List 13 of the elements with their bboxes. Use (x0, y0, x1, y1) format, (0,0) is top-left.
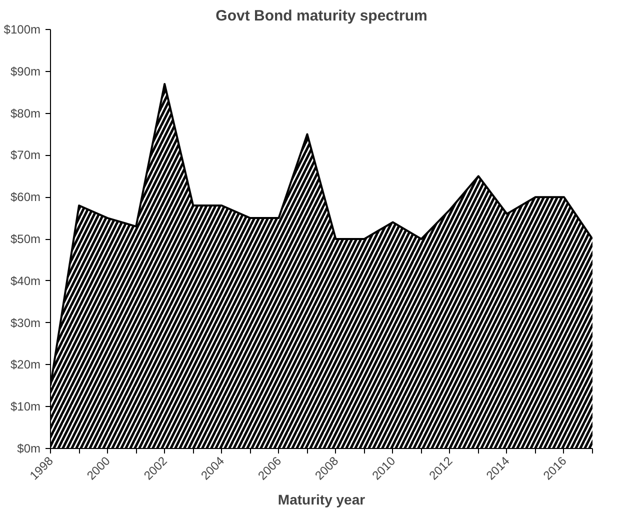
chart-title: Govt Bond maturity spectrum (216, 8, 428, 24)
y-tick-label: $40m (10, 274, 41, 288)
y-tick-label: $70m (10, 148, 41, 162)
y-tick-label: $50m (10, 232, 41, 246)
y-tick-label: $80m (10, 106, 41, 120)
y-tick-label: $10m (10, 400, 41, 414)
y-tick-label: $100m (4, 22, 41, 36)
y-tick-label: $20m (10, 358, 41, 372)
y-tick-label: $30m (10, 316, 41, 330)
y-tick-label: $90m (10, 64, 41, 78)
x-axis-title: Maturity year (278, 492, 366, 508)
y-tick-label: $0m (17, 442, 41, 456)
y-tick-label: $60m (10, 190, 41, 204)
